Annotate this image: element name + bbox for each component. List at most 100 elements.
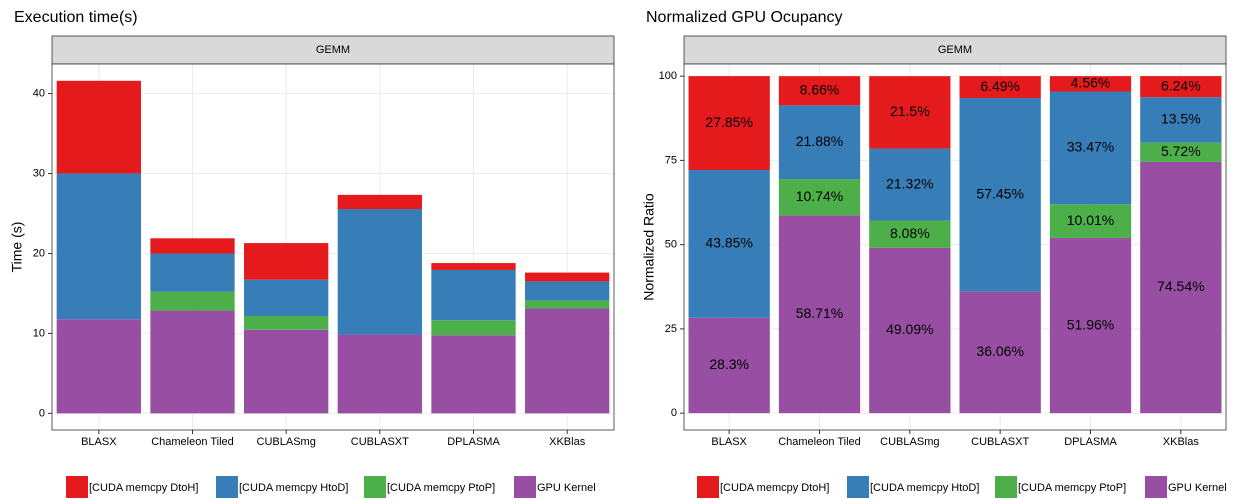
legend-label: [CUDA memcpy DtoH] [89,482,198,494]
x-tick-label: Chameleon Tiled [778,436,861,448]
y-axis-label: Time (s) [9,222,25,273]
bar-segment [688,76,770,170]
bar-segment [337,194,422,210]
bar-segment [1140,142,1222,162]
y-tick-label: 30 [33,167,45,179]
bar-segment [688,169,770,318]
panel-border [51,63,615,431]
bar-segment [244,315,329,330]
bar-segment [1140,76,1222,98]
value-label: 21.32% [886,175,933,191]
legend-label: GPU Kernel [537,482,596,494]
legend-label: [CUDA memcpy DtoH] [720,482,829,494]
x-tick-label: Chameleon Tiled [151,436,234,448]
facet-label: GEMM [316,44,350,56]
bar-segment [1049,76,1132,92]
legend-swatch [364,476,386,498]
bar-segment [525,308,610,414]
facet-strip [683,35,1227,65]
value-label: 36.06% [976,343,1023,359]
y-tick-label: 40 [33,87,45,99]
bar-segment [56,80,141,174]
value-label: 58.71% [796,305,843,321]
bar-segment [525,272,610,282]
value-label: 74.54% [1157,278,1204,294]
value-label: 21.5% [890,103,930,119]
facet-strip [51,35,615,65]
bar-segment [778,215,861,414]
bar-segment [337,209,422,335]
value-label: 5.72% [1161,143,1201,159]
legend-swatch [66,476,88,498]
legend-label: [CUDA memcpy PtoP] [387,482,495,494]
panel-border [683,63,1227,431]
y-tick-label: 100 [659,70,677,82]
legend-label: [CUDA memcpy HtoD] [870,482,979,494]
bar-segment [778,76,861,106]
bar-segment [869,247,951,414]
legend-swatch [514,476,536,498]
bar-segment [431,335,516,414]
x-tick-label: DPLASMA [447,436,500,448]
x-tick-label: XKBlas [1163,436,1200,448]
value-label: 57.45% [976,186,1023,202]
bar-segment [869,148,951,221]
bar-segment [688,317,770,414]
bar-segment [431,269,516,321]
facet-label: GEMM [938,44,972,56]
x-tick-label: CUBLASXT [971,436,1029,448]
value-label: 21.88% [796,133,843,149]
x-tick-label: CUBLASXT [351,436,409,448]
legend-swatch [216,476,238,498]
legend-swatch [697,476,719,498]
y-tick-label: 0 [39,407,45,419]
bar-segment [431,320,516,336]
value-label: 6.24% [1161,77,1201,93]
y-tick-label: 25 [665,323,677,335]
bar-segment [150,253,235,292]
bar-segment [959,76,1041,99]
bar-segment [431,263,516,270]
legend-swatch [1145,476,1167,498]
value-label: 49.09% [886,321,933,337]
x-tick-label: CUBLASmg [257,436,316,448]
bar-segment [244,279,329,316]
legend-swatch [995,476,1017,498]
bar-segment [869,76,951,149]
y-tick-label: 50 [665,239,677,251]
value-label: 10.74% [796,188,843,204]
bar-segment [1140,97,1222,143]
bar-segment [1140,161,1222,414]
bar-segment [150,310,235,414]
y-axis-label: Normalized Ratio [641,193,657,301]
bar-segment [1049,91,1132,205]
y-tick-label: 10 [33,327,45,339]
y-tick-label: 75 [665,154,677,166]
legend-label: GPU Kernel [1168,482,1227,494]
y-tick-label: 0 [671,407,677,419]
value-label: 8.66% [800,81,840,97]
bar-segment [1049,238,1132,414]
bar-segment [525,300,610,309]
legend-swatch [847,476,869,498]
value-label: 27.85% [705,114,752,130]
panel [684,64,1226,430]
bar-segment [244,243,329,280]
chart-title: Execution time(s) [14,9,138,26]
bar-segment [778,179,861,216]
bar-segment [150,238,235,254]
x-tick-label: CUBLASmg [880,436,939,448]
bar-segment [337,334,422,414]
value-label: 51.96% [1067,316,1114,332]
panel [52,64,614,430]
x-tick-label: BLASX [711,436,747,448]
legend-label: [CUDA memcpy PtoP] [1018,482,1126,494]
chart-title: Normalized GPU Ocupancy [646,9,843,26]
bar-segment [56,319,141,414]
bar-segment [525,281,610,301]
value-label: 33.47% [1067,139,1114,155]
value-label: 28.3% [709,356,749,372]
y-tick-label: 20 [33,247,45,259]
